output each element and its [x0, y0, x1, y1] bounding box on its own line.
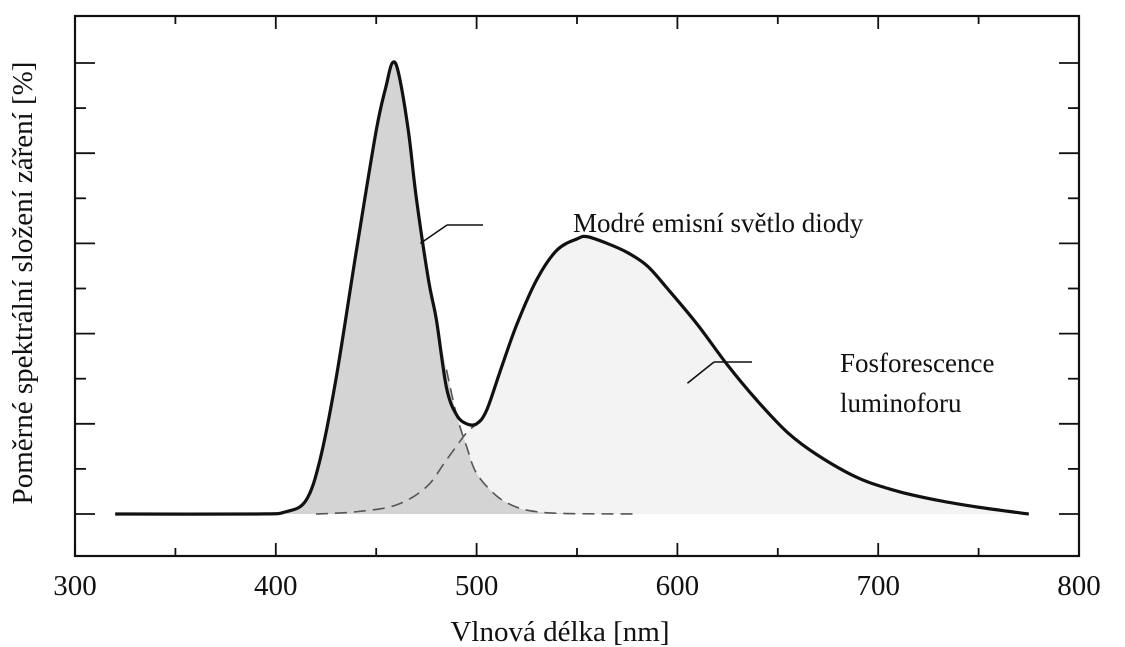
x-tick-label-700: 700 [856, 570, 900, 602]
phosphor-annotation-pointer [686, 361, 715, 384]
blue-annotation-pointer [419, 224, 448, 245]
total-spectrum-line [115, 60, 1030, 516]
x-tick-label-500: 500 [455, 570, 499, 602]
x-axis-tick-labels: 300 400 500 600 700 800 [53, 570, 1101, 602]
blue-led-emission-area [115, 61, 638, 515]
y-axis-title: Poměrné spektrální složení záření [%] [7, 62, 39, 505]
phosphor-emission-area [315, 236, 1029, 514]
x-tick-label-300: 300 [53, 570, 97, 602]
annotation-phosphor-line1: Fosforescence [840, 348, 994, 378]
y-axis-ticks [75, 62, 1079, 515]
annotation-blue-led: Modré emisní světlo diody [573, 208, 864, 238]
annotation-phosphor-line2: luminoforu [840, 388, 962, 418]
blue-led-emission-dashed-line [445, 369, 638, 515]
x-axis-ticks [74, 16, 1080, 556]
x-tick-label-400: 400 [254, 570, 298, 602]
x-tick-label-600: 600 [656, 570, 700, 602]
x-tick-label-800: 800 [1057, 570, 1101, 602]
x-axis-title: Vlnová délka [nm] [450, 616, 669, 647]
